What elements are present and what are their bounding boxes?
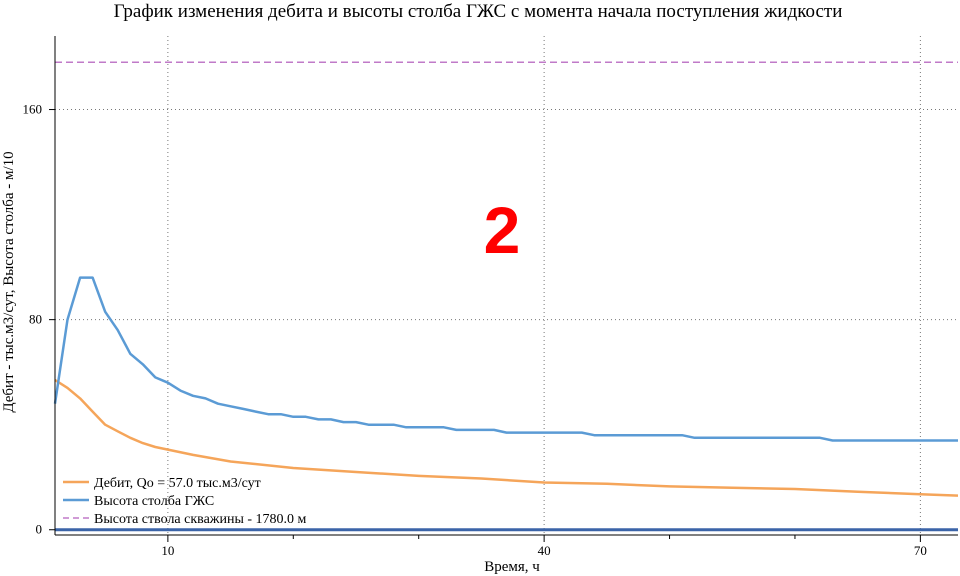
axes: 10 40 70 0 80 160 bbox=[23, 36, 958, 558]
y-axis-label: Дебит - тыс.м3/сут, Высота столба - м/10 bbox=[1, 151, 17, 412]
x-axis-label: Время, ч bbox=[484, 559, 540, 575]
legend-item-well-depth-label: Высота ствола скважины - 1780.0 м bbox=[94, 512, 307, 527]
x-tick-label: 70 bbox=[914, 543, 927, 558]
legend: Дебит, Qo = 57.0 тыс.м3/сут Высота столба… bbox=[63, 476, 307, 527]
legend-item-column-height-label: Высота столба ГЖС bbox=[94, 494, 214, 509]
grid bbox=[55, 36, 958, 535]
plot-area bbox=[53, 61, 959, 532]
chart-annotation: 2 bbox=[484, 193, 521, 267]
series-column-height-line bbox=[53, 276, 958, 442]
y-tick-label: 0 bbox=[36, 522, 43, 537]
series-qo-line bbox=[54, 378, 959, 497]
y-tick-label: 160 bbox=[23, 102, 43, 117]
chart-title: График изменения дебита и высоты столба … bbox=[114, 1, 843, 22]
y-tick-label: 80 bbox=[29, 312, 42, 327]
legend-item-qo-label: Дебит, Qo = 57.0 тыс.м3/сут bbox=[94, 476, 261, 491]
x-tick-label: 40 bbox=[538, 543, 551, 558]
x-tick-label: 10 bbox=[161, 543, 174, 558]
